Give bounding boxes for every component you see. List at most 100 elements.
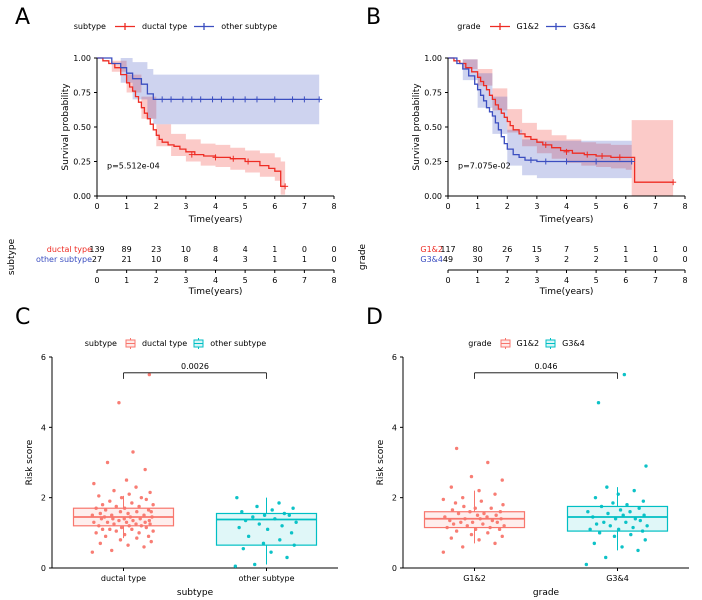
svg-text:139: 139 (89, 245, 104, 254)
svg-text:5: 5 (594, 245, 599, 254)
svg-text:2: 2 (505, 202, 510, 211)
svg-text:0: 0 (331, 255, 336, 264)
km-plot-grade: 0.00 0.25 0.50 0.75 1.00 0 1 2 3 4 5 6 7 8 Time(years)… (358, 54, 688, 297)
svg-text:0.75: 0.75 (73, 89, 91, 98)
svg-text:Risk score: Risk score (25, 439, 35, 485)
panel-label-b: B (366, 5, 382, 30)
svg-text:0.00: 0.00 (424, 192, 442, 201)
svg-text:26: 26 (502, 245, 512, 254)
svg-text:8: 8 (213, 245, 218, 254)
km-line-icon (489, 22, 511, 31)
svg-text:Time(years): Time(years) (188, 287, 243, 297)
svg-text:0: 0 (41, 564, 46, 573)
svg-text:Survival probability: Survival probability (412, 83, 422, 171)
svg-text:G1&2: G1&2 (420, 245, 443, 254)
svg-text:1: 1 (653, 245, 658, 254)
legend-title: subtype (84, 339, 117, 348)
svg-text:ductal type: ductal type (101, 574, 146, 583)
boxplot-grade: 0 2 4 6 G1&2 G3&4 grade Risk score 0.046 (376, 353, 689, 598)
svg-text:2: 2 (154, 202, 159, 211)
svg-text:0: 0 (331, 245, 336, 254)
legend-title: subtype (73, 22, 106, 31)
svg-text:0.046: 0.046 (535, 362, 558, 371)
svg-text:2: 2 (505, 276, 510, 285)
km-line-icon (545, 22, 567, 31)
svg-text:0: 0 (445, 276, 450, 285)
svg-text:1: 1 (272, 245, 277, 254)
panel-km-grade: B grade G1&2 G3&4 0.00 0.25 0.50 0.75 1.00 0 1… (351, 0, 702, 300)
legend-box-grade: grade G1&2 G3&4 (351, 338, 702, 349)
svg-text:0: 0 (94, 202, 99, 211)
svg-text:80: 80 (473, 245, 483, 254)
svg-text:89: 89 (122, 245, 132, 254)
svg-text:1: 1 (623, 245, 628, 254)
svg-text:ductal type: ductal type (47, 245, 92, 254)
km-line-icon (193, 22, 215, 31)
svg-text:0: 0 (94, 276, 99, 285)
legend-label: other subtype (221, 22, 278, 31)
svg-text:0.0026: 0.0026 (181, 362, 209, 371)
panel-label-c: C (15, 305, 31, 330)
svg-text:2: 2 (392, 494, 397, 503)
svg-text:1: 1 (623, 255, 628, 264)
panel-box-grade: D grade G1&2 G3&4 0 2 4 6 G1&2 G3&4 grade Risk … (351, 300, 702, 600)
svg-text:49: 49 (443, 255, 453, 264)
svg-text:0.50: 0.50 (73, 123, 91, 132)
svg-text:grade: grade (358, 243, 368, 270)
svg-text:1: 1 (272, 255, 277, 264)
svg-text:2: 2 (154, 276, 159, 285)
svg-text:1.00: 1.00 (73, 54, 91, 63)
svg-text:G3&4: G3&4 (420, 255, 443, 264)
svg-text:8: 8 (331, 202, 336, 211)
svg-text:other subtype: other subtype (238, 574, 294, 583)
svg-text:4: 4 (564, 202, 569, 211)
svg-text:1: 1 (124, 202, 129, 211)
legend-title: grade (468, 339, 492, 348)
svg-text:3: 3 (183, 202, 188, 211)
svg-text:2: 2 (564, 255, 569, 264)
svg-text:0.50: 0.50 (424, 123, 442, 132)
svg-text:1: 1 (475, 276, 480, 285)
svg-text:30: 30 (473, 255, 483, 264)
svg-text:Survival probability: Survival probability (61, 83, 71, 171)
svg-text:27: 27 (92, 255, 102, 264)
svg-text:4: 4 (213, 202, 218, 211)
svg-text:2: 2 (41, 494, 46, 503)
legend-label: G3&4 (573, 22, 596, 31)
boxplot-icon (500, 338, 511, 349)
svg-text:Time(years): Time(years) (539, 215, 594, 225)
svg-text:3: 3 (243, 255, 248, 264)
svg-text:3: 3 (183, 276, 188, 285)
svg-text:15: 15 (532, 245, 542, 254)
svg-text:6: 6 (272, 276, 277, 285)
svg-text:6: 6 (623, 202, 628, 211)
svg-text:10: 10 (151, 255, 161, 264)
svg-text:G3&4: G3&4 (606, 574, 629, 583)
svg-text:1.00: 1.00 (424, 54, 442, 63)
panel-box-subtype: C subtype ductal type other subtype 0 2 4 6… (0, 300, 351, 600)
svg-text:8: 8 (682, 276, 687, 285)
svg-text:6: 6 (41, 353, 46, 362)
legend-label: G3&4 (562, 339, 585, 348)
svg-text:6: 6 (623, 276, 628, 285)
svg-text:subtype: subtype (7, 238, 17, 275)
svg-text:Time(years): Time(years) (539, 287, 594, 297)
svg-text:21: 21 (122, 255, 132, 264)
svg-text:7: 7 (505, 255, 510, 264)
svg-text:3: 3 (534, 202, 539, 211)
svg-text:4: 4 (243, 245, 248, 254)
svg-text:0: 0 (392, 564, 397, 573)
svg-text:6: 6 (272, 202, 277, 211)
svg-text:4: 4 (213, 276, 218, 285)
svg-text:0.25: 0.25 (73, 158, 91, 167)
svg-text:7: 7 (302, 202, 307, 211)
panel-km-subtype: A subtype ductal type other subtype 0.00… (0, 0, 351, 300)
svg-text:6: 6 (392, 353, 397, 362)
svg-text:4: 4 (392, 423, 397, 432)
svg-text:4: 4 (564, 276, 569, 285)
svg-text:other subtype: other subtype (36, 255, 92, 264)
svg-text:0.25: 0.25 (424, 158, 442, 167)
svg-text:0: 0 (302, 245, 307, 254)
svg-text:0.75: 0.75 (424, 89, 442, 98)
svg-text:grade: grade (533, 588, 560, 598)
